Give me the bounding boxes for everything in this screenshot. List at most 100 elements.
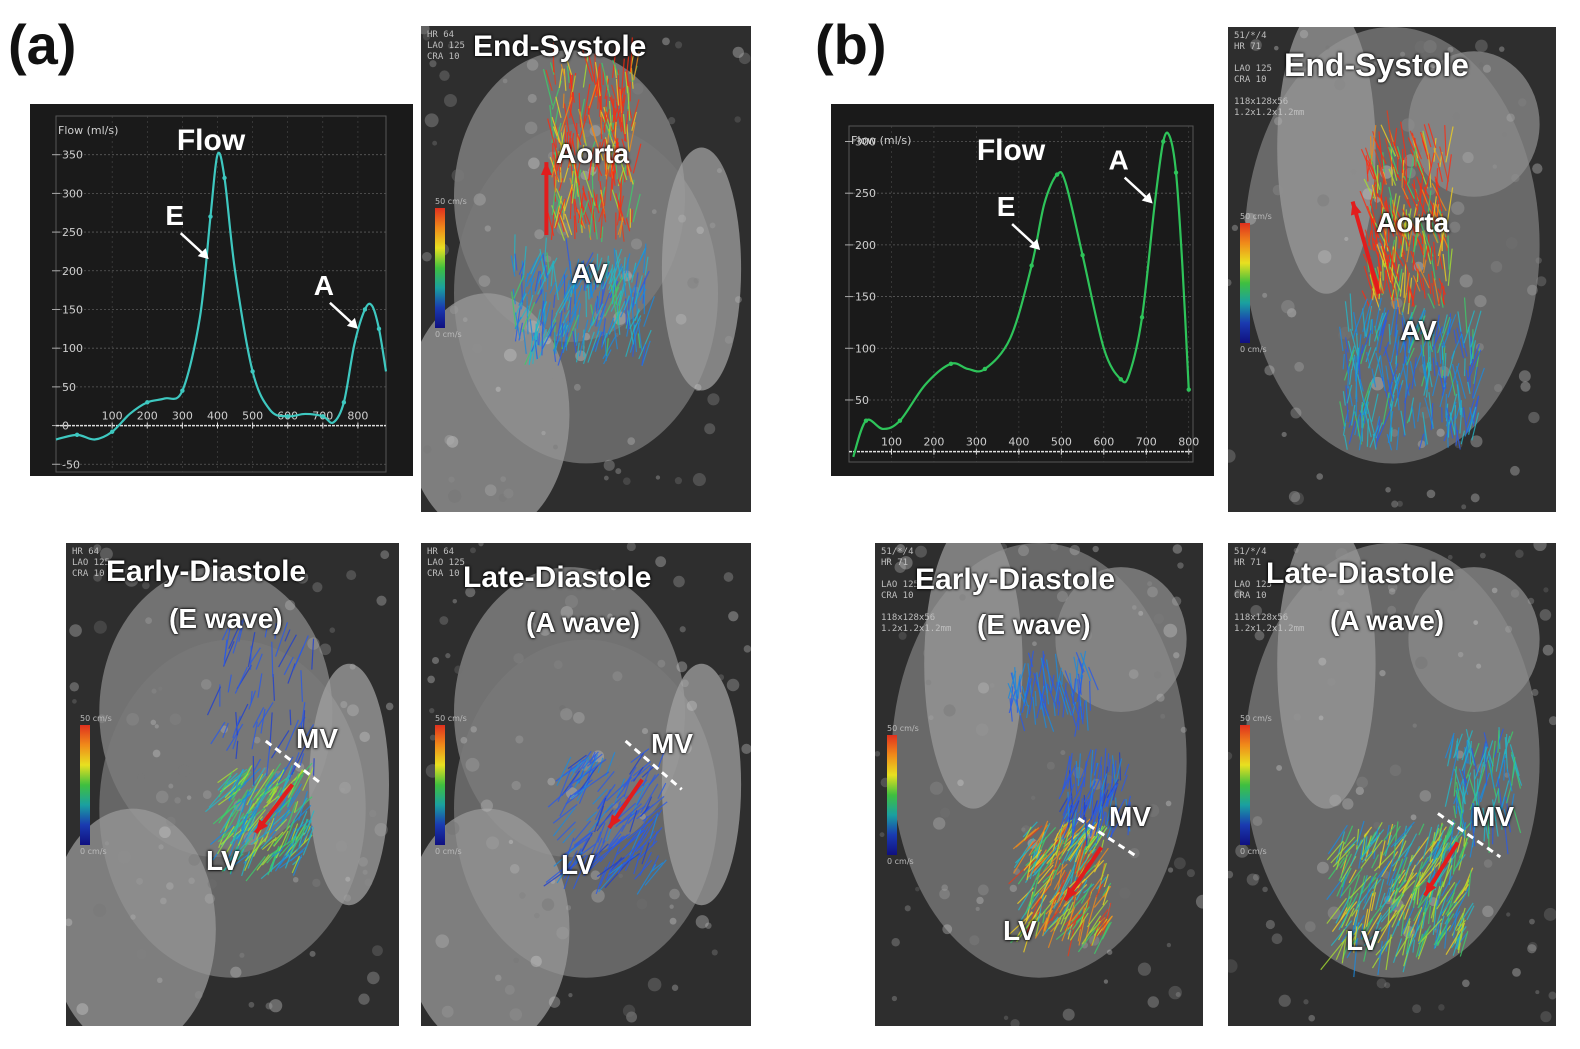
flow-streamline (1381, 260, 1384, 281)
flow-streamline (540, 300, 545, 326)
tissue-speckle (471, 343, 483, 354)
flow-streamline (1341, 867, 1352, 888)
flow-streamline (1421, 184, 1427, 221)
flow-streamline (1044, 694, 1047, 710)
colorbar-max-label: 50 cm/s (887, 724, 919, 733)
flow-data-point (982, 366, 988, 372)
flow-streamline (1069, 912, 1089, 941)
flow-streamline (521, 318, 528, 333)
flow-streamline (627, 810, 640, 825)
flow-data-point (1161, 139, 1166, 144)
tissue-speckle (253, 736, 261, 744)
flow-streamline (547, 118, 558, 156)
flow-streamline (575, 257, 595, 290)
tissue-speckle (592, 569, 605, 582)
flow-streamline (582, 185, 586, 201)
tissue-speckle (589, 125, 602, 137)
tissue-speckle (1137, 962, 1152, 976)
flow-streamline (1392, 166, 1398, 181)
flow-streamline (1392, 840, 1407, 872)
tissue-speckle (460, 736, 468, 744)
flow-streamline (644, 256, 649, 276)
flow-streamline (1080, 883, 1093, 904)
flow-streamline (1076, 822, 1087, 837)
tissue-speckle (975, 723, 989, 736)
flow-data-point (180, 388, 185, 393)
flow-streamline (1335, 841, 1345, 870)
tissue-speckle (1355, 786, 1364, 796)
flow-streamline (1401, 187, 1409, 200)
flow-streamline (1465, 399, 1475, 426)
tissue-speckle (1506, 912, 1511, 917)
flow-streamline (289, 797, 308, 828)
x-tick-label: 600 (1093, 436, 1114, 449)
flow-streamline (1364, 836, 1368, 850)
tissue-speckle (1376, 978, 1387, 989)
flow-streamline (598, 800, 627, 828)
flow-streamline (1087, 895, 1098, 924)
flow-streamline (1371, 393, 1379, 422)
flow-streamline (1352, 909, 1358, 926)
tissue-speckle (93, 573, 102, 582)
wave-subtitle: (A wave) (1330, 605, 1445, 636)
flow-streamline (1050, 874, 1069, 908)
flow-streamline (1491, 740, 1496, 776)
flow-streamline (1423, 364, 1432, 396)
flow-streamline (607, 838, 619, 850)
flow-streamline (250, 691, 253, 704)
flow-streamline (1441, 345, 1446, 378)
tissue-speckle (1459, 274, 1473, 288)
flow-streamline (1088, 666, 1099, 691)
tissue-speckle (1505, 237, 1518, 250)
flow-streamline (269, 810, 279, 833)
flow-streamline (626, 124, 630, 151)
tissue-speckle (296, 571, 309, 584)
flow-streamline (580, 98, 586, 120)
flow-streamline (610, 84, 618, 102)
flow-streamline (1462, 407, 1468, 434)
mri-rendering (875, 543, 1203, 1026)
tissue-speckle (136, 948, 147, 960)
flow-streamline (1326, 840, 1344, 861)
flow-streamline (583, 83, 591, 122)
flow-streamline (1377, 909, 1397, 944)
flow-streamline (621, 112, 624, 132)
flow-streamline (1409, 315, 1426, 351)
tissue-speckle (526, 59, 539, 71)
flow-streamline (1339, 326, 1344, 352)
flow-streamline (599, 861, 611, 887)
flow-streamline (1372, 877, 1379, 897)
flow-streamline (1075, 761, 1079, 779)
flow-streamline (576, 759, 597, 785)
tissue-speckle (669, 888, 680, 900)
flow-streamline (569, 73, 575, 103)
flow-streamline (1503, 820, 1509, 855)
flow-streamline (269, 811, 292, 835)
tissue-speckle (590, 870, 601, 880)
flow-streamline (539, 248, 546, 282)
flow-streamline (1389, 254, 1398, 277)
tissue-speckle (560, 605, 574, 619)
tissue-speckle (424, 113, 439, 128)
tissue-speckle (1153, 613, 1165, 624)
y-tick-label: 300 (62, 187, 83, 200)
flow-data-point (109, 429, 115, 434)
flow-streamline (1080, 706, 1084, 725)
flow-streamline (1375, 865, 1387, 880)
flow-streamline (1479, 783, 1487, 799)
flow-streamline (1392, 218, 1401, 236)
tissue-speckle (145, 617, 152, 625)
flow-streamline (637, 322, 643, 351)
flow-streamline (1436, 320, 1446, 348)
anatomy-region (66, 808, 216, 1026)
tissue-speckle (610, 583, 618, 591)
colorbar-min-label: 0 cm/s (435, 847, 462, 856)
flow-streamline (1403, 918, 1411, 934)
tissue-speckle (530, 955, 542, 968)
flow-streamline (549, 105, 554, 131)
tissue-speckle (346, 570, 357, 581)
flow-streamline (240, 765, 253, 786)
flow-streamline (1446, 879, 1461, 902)
flow-streamline (632, 143, 642, 174)
flow-streamline (603, 118, 612, 140)
